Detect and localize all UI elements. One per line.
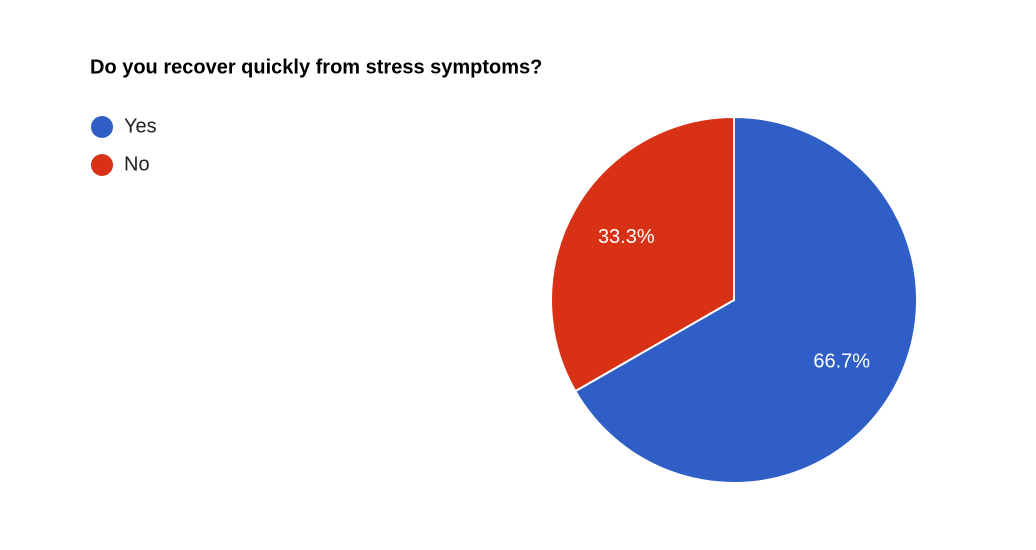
legend-swatch [91, 154, 113, 176]
legend-label: Yes [124, 115, 157, 137]
legend-label: No [124, 153, 150, 175]
pie-slice [573, 115, 918, 484]
pie-slice [550, 115, 735, 393]
legend-swatch [91, 116, 113, 138]
chart-title: Do you recover quickly from stress sympt… [90, 56, 542, 78]
slice-label: 66.7% [813, 351, 870, 373]
slice-label: 33.3% [598, 226, 655, 248]
